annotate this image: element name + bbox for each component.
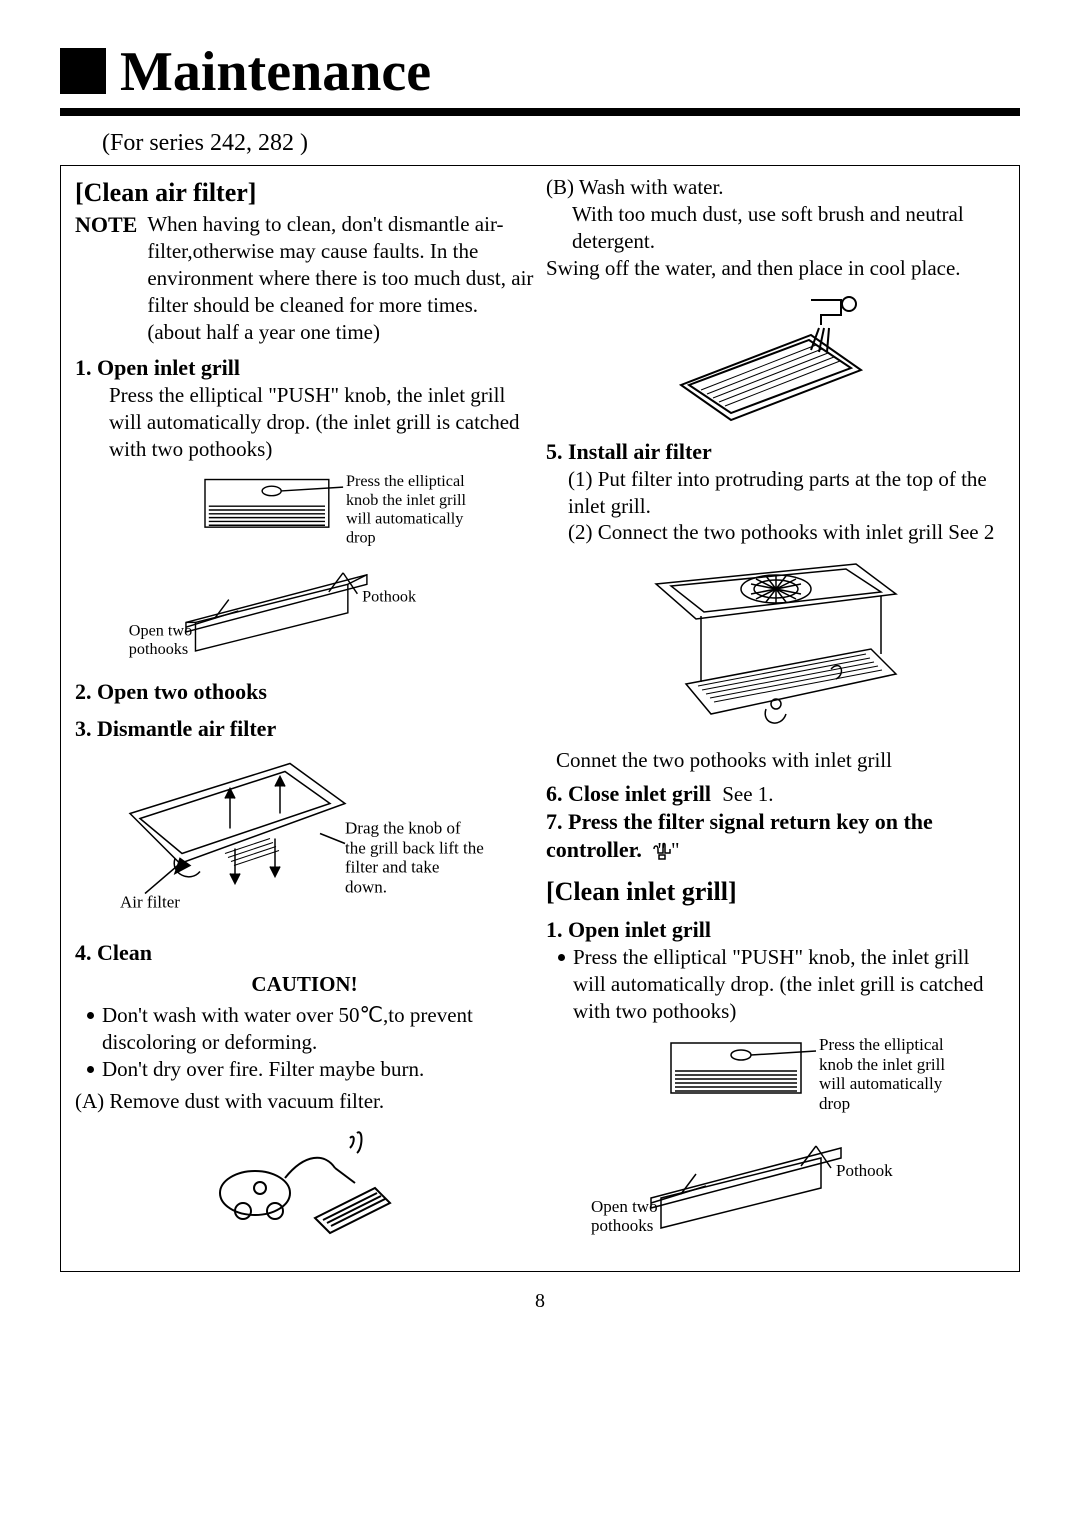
title-square-icon bbox=[60, 48, 106, 94]
caution-label: CAUTION! bbox=[75, 971, 534, 998]
fig1-annotation-open-hooks: Open two pothooks bbox=[128, 623, 204, 659]
left-column: [Clean air filter] NOTE When having to c… bbox=[69, 174, 540, 1261]
step2-heading: 2. Open two othooks bbox=[75, 678, 534, 706]
step4-heading: 4. Clean bbox=[75, 939, 534, 967]
figure-open-inlet-grill-2: Press the elliptical knob the inlet gril… bbox=[591, 1033, 961, 1253]
right-column: (B) Wash with water. With too much dust,… bbox=[540, 174, 1011, 1261]
fig2-annotation-air-filter: Air filter bbox=[120, 891, 210, 913]
heading-clean-air-filter: [Clean air filter] bbox=[75, 176, 534, 209]
step6-ref: See 1. bbox=[722, 782, 773, 806]
caution-bullet-1: Don't wash with water over 50℃,to preven… bbox=[75, 1002, 534, 1056]
step4a: (A) Remove dust with vacuum filter. bbox=[75, 1088, 534, 1115]
step5-2: (2) Connect the two pothooks with inlet … bbox=[546, 519, 1005, 546]
note-text: When having to clean, don't dismantle ai… bbox=[137, 211, 534, 345]
content-box: [Clean air filter] NOTE When having to c… bbox=[60, 165, 1020, 1272]
figure-vacuum bbox=[205, 1123, 405, 1243]
fig-install-caption: Connet the two pothooks with inlet grill bbox=[546, 747, 1005, 774]
page-title-row: Maintenance bbox=[60, 40, 1020, 116]
page-title: Maintenance bbox=[120, 40, 431, 104]
fig3-annotation-push: Press the elliptical knob the inlet gril… bbox=[819, 1035, 959, 1113]
heading-clean-inlet-grill: [Clean inlet grill] bbox=[546, 875, 1005, 908]
step7-heading: 7. Press the filter signal return key on… bbox=[546, 809, 933, 862]
grill-step1-bullet: Press the elliptical "PUSH" knob, the in… bbox=[546, 944, 1005, 1025]
grill-step1-body: Press the elliptical "PUSH" knob, the in… bbox=[573, 944, 1005, 1025]
step3-heading: 3. Dismantle air filter bbox=[75, 715, 534, 743]
figure-dismantle-filter: Air filter Drag the knob of the grill ba… bbox=[120, 751, 490, 931]
caution-bullet-1-text: Don't wash with water over 50℃,to preven… bbox=[102, 1002, 534, 1056]
caution-bullet-2-text: Don't dry over fire. Filter maybe burn. bbox=[102, 1056, 424, 1083]
fig1-annotation-pothook: Pothook bbox=[362, 587, 438, 608]
figure-wash bbox=[661, 290, 891, 430]
note-label: NOTE bbox=[75, 211, 137, 345]
step1-heading: 1. Open inlet grill bbox=[75, 354, 534, 382]
step6-heading: 6. Close inlet grill bbox=[546, 781, 711, 806]
note-text-2: (about half a year one time) bbox=[147, 320, 380, 344]
step4b-body1: With too much dust, use soft brush and n… bbox=[546, 201, 1005, 255]
bullet-dot-icon bbox=[558, 954, 565, 961]
bullet-dot-icon bbox=[87, 1012, 94, 1019]
bullet-dot-icon bbox=[87, 1066, 94, 1073]
step1-body: Press the elliptical "PUSH" knob, the in… bbox=[75, 382, 534, 463]
series-subtitle: (For series 242, 282 ) bbox=[102, 130, 1020, 157]
step5-1: (1) Put filter into protruding parts at … bbox=[546, 466, 1005, 520]
page-number: 8 bbox=[60, 1290, 1020, 1313]
figure-install-filter bbox=[626, 554, 926, 739]
figure-open-inlet-grill: Press the elliptical knob the inlet gril… bbox=[120, 470, 490, 670]
fig1-annotation-push: Press the elliptical knob the inlet gril… bbox=[345, 472, 478, 546]
step4b-body2: Swing off the water, and then place in c… bbox=[546, 255, 1005, 282]
caution-bullet-2: Don't dry over fire. Filter maybe burn. bbox=[75, 1056, 534, 1083]
step7-icon-quote: " " bbox=[657, 838, 679, 862]
step5-heading: 5. Install air filter bbox=[546, 438, 1005, 466]
step6-row: 6. Close inlet grill See 1. bbox=[546, 780, 1005, 808]
step4b: (B) Wash with water. bbox=[546, 174, 1005, 201]
fig3-annotation-open-hooks: Open two pothooks bbox=[591, 1198, 671, 1235]
fig3-annotation-pothook: Pothook bbox=[836, 1160, 916, 1182]
note-block: NOTE When having to clean, don't dismant… bbox=[75, 211, 534, 345]
fig2-annotation-drag: Drag the knob of the grill back lift the… bbox=[345, 818, 485, 896]
grill-step1-heading: 1. Open inlet grill bbox=[546, 916, 1005, 944]
note-text-1: When having to clean, don't dismantle ai… bbox=[147, 212, 533, 317]
